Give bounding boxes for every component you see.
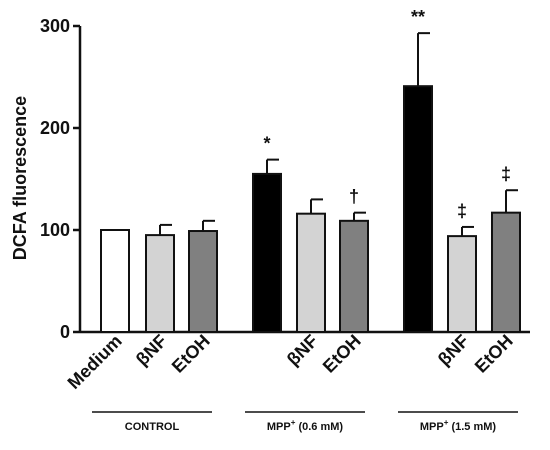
y-tick-label: 0: [60, 322, 70, 342]
category-label: EtOH: [319, 331, 365, 377]
bar: [100, 229, 130, 333]
bars: * † ** ‡ ‡: [100, 7, 521, 334]
y-tick-label: 300: [40, 16, 70, 36]
group-labels: CONTROL MPP+ (0.6 mM) MPP+ (1.5 mM): [92, 411, 518, 433]
bar: [252, 172, 282, 333]
y-tick-label: 200: [40, 118, 70, 138]
category-label: βNF: [434, 331, 473, 370]
bar: [188, 230, 218, 334]
significance-annotation: ‡: [501, 164, 511, 184]
group-label: CONTROL: [125, 421, 180, 433]
bar: [339, 219, 369, 334]
significance-annotation: †: [349, 187, 359, 207]
y-tick-label: 100: [40, 220, 70, 240]
bar: [296, 212, 326, 333]
significance-annotation: **: [411, 7, 425, 27]
category-label: βNF: [132, 331, 171, 370]
group-label: MPP+ (1.5 mM): [420, 418, 497, 433]
bar: [491, 211, 521, 333]
significance-annotation: *: [263, 134, 270, 154]
category-label: EtOH: [471, 331, 517, 377]
bar: [145, 234, 175, 334]
bar: [403, 85, 433, 334]
significance-annotation: ‡: [457, 201, 467, 221]
y-axis-label: DCFA fluorescence: [10, 96, 30, 260]
bar: [447, 235, 477, 333]
category-label: Medium: [64, 331, 126, 393]
category-label: βNF: [283, 331, 322, 370]
group-label: MPP+ (0.6 mM): [267, 418, 344, 433]
category-label: EtOH: [168, 331, 214, 377]
